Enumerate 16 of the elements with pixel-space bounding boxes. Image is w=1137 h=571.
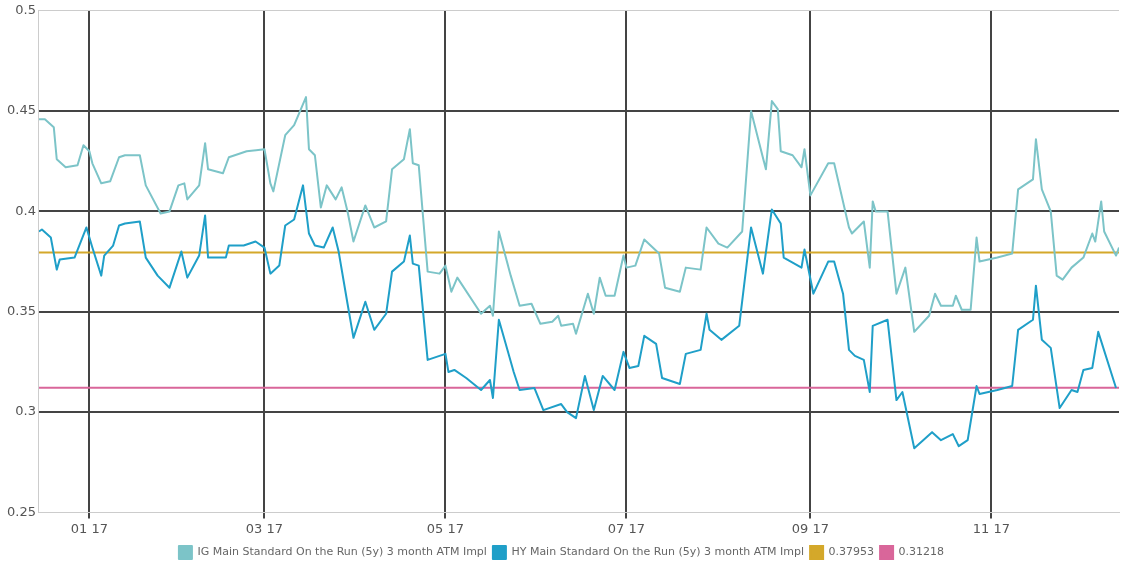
x-tick-label: 01 17 <box>70 520 108 536</box>
x-tick-label: 09 17 <box>791 520 830 536</box>
legend-label: HY Main Standard On the Run (5y) 3 month ATM Impl <box>511 545 805 559</box>
legend-label: IG Main Standard On the Run (5y) 3 month ATM Impl <box>197 545 487 559</box>
x-tick-label: 11 17 <box>972 520 1011 536</box>
x-tick-label: 03 17 <box>245 520 284 536</box>
legend-label: 0.31218 <box>898 545 945 559</box>
legend-label: 0.37953 <box>828 545 875 559</box>
y-tick-label: 0.3 <box>15 403 36 419</box>
x-tick-label: 05 17 <box>426 520 465 536</box>
y-tick-label: 0.45 <box>6 102 36 118</box>
y-tick-label: 0.4 <box>15 202 36 218</box>
y-tick-label: 0.35 <box>6 303 36 319</box>
y-tick-label: 0.5 <box>15 2 36 18</box>
x-tick-label: 07 17 <box>607 520 646 536</box>
y-tick-label: 0.25 <box>6 503 36 519</box>
